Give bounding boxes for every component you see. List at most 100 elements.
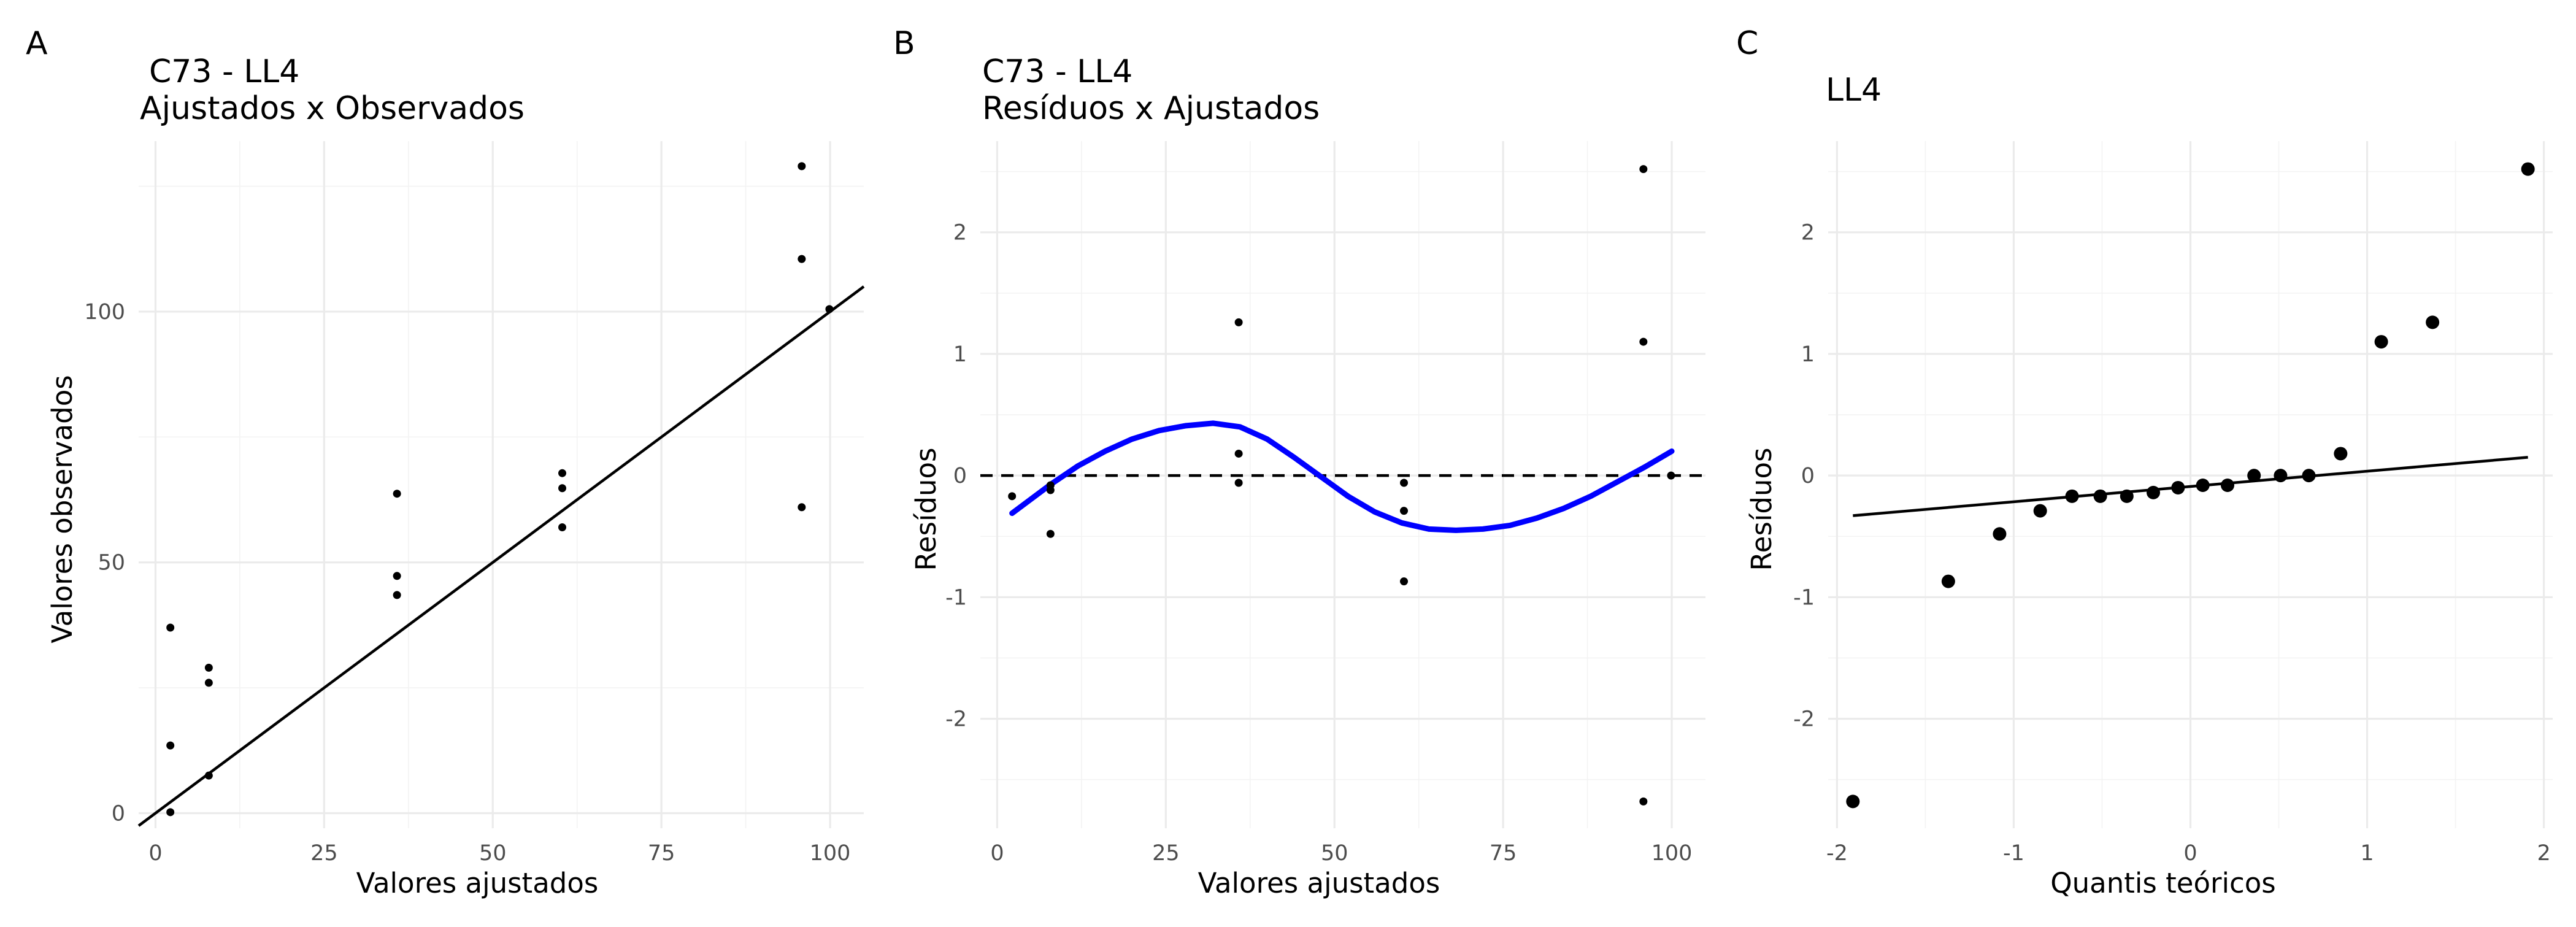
panel-b-grid (980, 141, 1705, 828)
panel-a-data-point (798, 162, 806, 171)
panel-a-data-point (558, 484, 567, 493)
panel-b-data-point (1234, 318, 1243, 326)
panel-c-data-point (1993, 527, 2007, 541)
panel-c-data-point (2302, 469, 2316, 483)
panel-b-y-axis-label: Resíduos (910, 448, 942, 571)
panel-c-data-point (2521, 162, 2535, 176)
panel-b-title-line1: C73 - LL4 (982, 53, 1132, 90)
panel-b-title-line2: Resíduos x Ajustados (982, 90, 1320, 127)
panel-b-data-point (1667, 471, 1675, 480)
panel-a-x-tick-label: 0 (148, 841, 162, 866)
panel-c-data-point (2171, 480, 2185, 494)
panel-c-data-point (1846, 794, 1860, 809)
panel-b-y-tick-label: -2 (945, 707, 967, 732)
panel-c-data-point (2093, 489, 2107, 503)
panel-c-x-tick-label: 0 (2183, 841, 2197, 866)
panel-a-data-point (825, 305, 834, 313)
panel-b-x-ticks: 0 25 50 75 100 (990, 841, 1692, 866)
panel-a-data-point (166, 808, 175, 817)
panel-a-x-axis-label: Valores ajustados (356, 867, 599, 899)
panel-b-data-point (1639, 165, 1648, 174)
panel-a-reference-line (137, 285, 865, 827)
panel-b: B C73 - LL4 Resíduos x Ajustados 0 25 50 75… (893, 25, 1705, 899)
panel-c-grid (1828, 141, 2553, 828)
panel-a-y-tick-label: 0 (112, 801, 125, 826)
panel-c-data-point (2334, 447, 2348, 461)
panel-a-y-axis-label: Valores observados (46, 375, 79, 643)
panel-c-y-tick-label: 1 (1801, 342, 1815, 367)
panel-a-x-ticks: 0 25 50 75 100 (148, 841, 850, 866)
panel-a-data-point (393, 490, 401, 498)
panel-b-x-tick-label: 50 (1321, 841, 1348, 866)
panel-c-y-ticks: -2 -1 0 1 2 (1793, 221, 1815, 732)
panel-a-data-point (166, 623, 175, 632)
panel-b-data-point (1400, 479, 1409, 487)
panel-a-data-point (204, 663, 213, 672)
panel-c-points (1846, 162, 2535, 809)
panel-b-data-point (1008, 492, 1017, 501)
panel-b-data-point (1234, 479, 1243, 487)
panel-b-y-tick-label: 1 (953, 342, 967, 367)
panel-b-y-tick-label: 2 (953, 221, 967, 245)
panel-b-data-point (1046, 529, 1055, 538)
panel-b-data-point (1400, 577, 1409, 586)
panel-a-x-tick-label: 100 (810, 841, 851, 866)
panel-b-y-tick-label: 0 (953, 464, 967, 488)
panel-c-data-point (2426, 315, 2440, 329)
panel-c-y-axis-label: Resíduos (1745, 448, 1778, 571)
panel-a-data-point (393, 591, 401, 599)
panel-a-data-point (204, 771, 213, 780)
panel-c-title-line1: LL4 (1826, 72, 1882, 109)
panel-c-data-point (2120, 489, 2134, 503)
panel-c-y-tick-label: 0 (1801, 464, 1815, 488)
panel-b-y-tick-label: -1 (945, 585, 967, 610)
panel-b-curve-layer (1009, 420, 1675, 533)
panel-c-x-tick-label: 1 (2360, 841, 2374, 866)
panel-a-grid (139, 141, 864, 828)
panel-b-data-point (1639, 797, 1648, 806)
panel-b-x-tick-label: 75 (1490, 841, 1517, 866)
panel-c-y-tick-label: -1 (1793, 585, 1815, 610)
panel-b-smooth-curve (1009, 420, 1675, 533)
panel-a-data-point (204, 679, 213, 687)
panel-b-y-ticks: -2 -1 0 1 2 (945, 221, 967, 732)
panel-a-tag: A (26, 25, 48, 62)
panel-b-x-tick-label: 100 (1651, 841, 1693, 866)
panel-a-data-point (798, 503, 806, 512)
panel-c-reference-layer (1853, 456, 2528, 517)
panel-c-x-tick-label: -2 (1826, 841, 1848, 866)
panel-a-title-line2: Ajustados x Observados (140, 90, 525, 127)
panel-c-x-ticks: -2 -1 0 1 2 (1826, 841, 2551, 866)
panel-c-data-point (2065, 489, 2079, 503)
panel-c-data-point (2274, 469, 2288, 483)
panel-a-y-tick-label: 100 (84, 300, 125, 325)
panel-a-data-point (393, 572, 401, 580)
panel-b-data-point (1400, 507, 1409, 515)
panel-a-data-point (798, 255, 806, 263)
panel-c-x-tick-label: 2 (2537, 841, 2550, 866)
panel-b-data-point (1234, 449, 1243, 458)
panel-c-data-point (2247, 469, 2261, 483)
panel-c-reference-line (1853, 456, 2528, 517)
panel-a: A C73 - LL4 Ajustados x Observados 0 25 50… (26, 25, 865, 899)
panel-c-data-point (2220, 478, 2234, 492)
panel-a-data-point (166, 741, 175, 750)
panel-b-x-tick-label: 25 (1152, 841, 1180, 866)
panel-c-data-point (2374, 335, 2388, 349)
panel-a-x-tick-label: 50 (479, 841, 507, 866)
panel-a-reference-layer (137, 285, 865, 827)
panel-b-tag: B (893, 25, 915, 62)
panel-c-x-axis-label: Quantis teóricos (2050, 867, 2276, 899)
panel-b-x-axis-label: Valores ajustados (1198, 867, 1440, 899)
panel-a-y-ticks: 0 50 100 (84, 300, 125, 826)
panel-c-y-tick-label: -2 (1793, 707, 1815, 732)
panel-c-data-point (2033, 504, 2047, 518)
panel-c-x-tick-label: -1 (2003, 841, 2024, 866)
panel-c-data-point (2147, 485, 2161, 499)
panel-b-points (1008, 165, 1675, 806)
panel-a-title-line1: C73 - LL4 (149, 53, 299, 90)
panel-a-data-point (558, 523, 567, 531)
panel-c-y-tick-label: 2 (1801, 221, 1815, 245)
panel-b-data-point (1046, 481, 1055, 490)
